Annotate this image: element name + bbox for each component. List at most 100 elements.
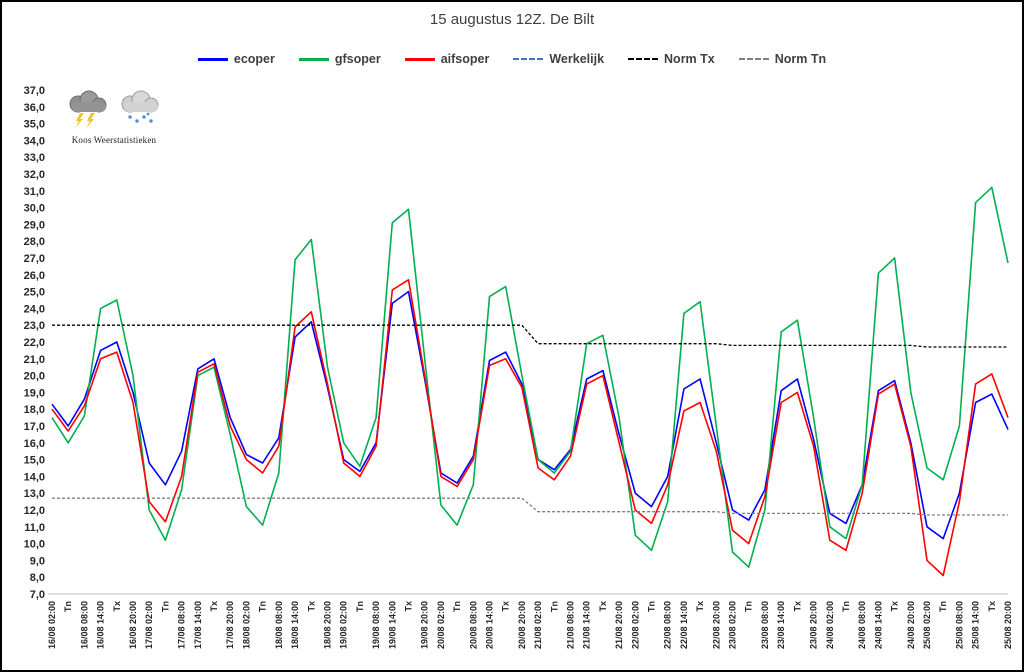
- x-axis-label: 16/08 08:00: [79, 601, 89, 649]
- legend-label: Werkelijk: [549, 52, 605, 66]
- legend-label: gfsoper: [334, 52, 381, 66]
- chart-title: 15 augustus 12Z. De Bilt: [429, 11, 595, 28]
- y-axis-tick: 14,0: [24, 471, 45, 483]
- x-axis-label: 17/08 14:00: [193, 601, 203, 649]
- legend-line-sample: [298, 57, 329, 61]
- x-axis-label: 21/08 14:00: [582, 601, 592, 649]
- x-axis-label: Tn: [647, 601, 657, 612]
- y-axis-tick: 19,0: [24, 387, 45, 399]
- legend-item-werkelijk: Werkelijk: [513, 52, 604, 66]
- x-axis-label: 16/08 20:00: [128, 601, 138, 649]
- y-axis-tick: 16,0: [24, 438, 45, 450]
- x-axis-label: 20/08 20:00: [517, 601, 527, 649]
- x-axis-label: 20/08 02:00: [436, 601, 446, 649]
- y-axis-tick: 21,0: [24, 354, 45, 366]
- y-axis-tick: 32,0: [24, 169, 45, 181]
- y-axis-tick: 33,0: [24, 152, 45, 164]
- x-axis-label: Tn: [841, 601, 851, 612]
- chart-legend: ecoper gfsoper aifsoper Werkelijk Norm Tx Nor…: [2, 52, 1022, 66]
- y-axis-tick: 22,0: [24, 337, 45, 349]
- y-axis-tick: 11,0: [24, 522, 45, 534]
- x-axis-label: Tn: [160, 601, 170, 612]
- y-axis-tick: 29,0: [24, 219, 45, 231]
- y-axis-tick: 30,0: [24, 203, 45, 215]
- x-axis-label: 25/08 08:00: [954, 601, 964, 649]
- series-norm-tx: [52, 324, 1008, 348]
- x-axis-label: 24/08 14:00: [873, 601, 883, 649]
- legend-line-sample: [738, 58, 769, 60]
- legend-line-sample: [404, 57, 435, 61]
- x-axis-label: Tn: [258, 601, 268, 612]
- legend-item-aifsoper: aifsoper: [404, 52, 490, 66]
- x-axis-label: 17/08 08:00: [177, 601, 187, 649]
- logo: Koos Weerstatistieken: [58, 90, 170, 145]
- x-axis-label: Tn: [452, 601, 462, 612]
- x-axis-label: 23/08 08:00: [760, 601, 770, 649]
- legend-line-sample: [628, 58, 659, 60]
- x-axis-label: 24/08 02:00: [825, 601, 835, 649]
- x-axis-label: Tx: [112, 601, 122, 612]
- y-axis-tick: 31,0: [24, 186, 45, 198]
- x-axis-label: Tx: [306, 601, 316, 612]
- y-axis-tick: 25,0: [24, 287, 45, 299]
- series-gfsoper: [51, 186, 1009, 568]
- x-axis-label: 17/08 02:00: [144, 601, 154, 649]
- x-axis-label: 18/08 02:00: [241, 601, 251, 649]
- legend-label: ecoper: [233, 52, 275, 66]
- x-axis-label: 25/08 02:00: [922, 601, 932, 649]
- series-norm-tn: [52, 497, 1008, 516]
- y-axis-tick: 8,0: [30, 572, 45, 584]
- y-axis-tick: 7,0: [30, 589, 45, 601]
- y-axis-tick: 9,0: [30, 555, 45, 567]
- legend-line-sample: [197, 57, 228, 61]
- x-axis-label: Tx: [890, 601, 900, 612]
- x-axis-label: 16/08 02:00: [47, 601, 57, 649]
- x-axis-label: 18/08 20:00: [323, 601, 333, 649]
- legend-item-norm-tn: Norm Tn: [738, 52, 827, 66]
- x-axis-label: 23/08 02:00: [728, 601, 738, 649]
- x-axis-label: 24/08 20:00: [906, 601, 916, 649]
- x-axis-label: Tx: [792, 601, 802, 612]
- x-axis-label: 22/08 08:00: [663, 601, 673, 649]
- x-axis-label: 20/08 08:00: [468, 601, 478, 649]
- y-axis-tick: 28,0: [24, 236, 45, 248]
- x-axis-label: 25/08 20:00: [1003, 601, 1013, 649]
- x-axis-label: Tx: [987, 601, 997, 612]
- x-axis-label: Tx: [598, 601, 608, 612]
- y-axis-tick: 20,0: [24, 371, 45, 383]
- x-axis-label: 16/08 14:00: [96, 601, 106, 649]
- y-axis-tick: 13,0: [24, 488, 45, 500]
- x-axis-label: Tx: [695, 601, 705, 612]
- x-axis-label: Tx: [209, 601, 219, 612]
- x-axis-label: Tn: [355, 601, 365, 612]
- snow-cloud-icon: [121, 90, 159, 123]
- y-axis-tick: 24,0: [24, 303, 45, 315]
- y-axis-tick: 35,0: [24, 119, 45, 131]
- series-aifsoper: [51, 279, 1009, 577]
- x-axis-label: Tn: [549, 601, 559, 612]
- x-axis-label: 23/08 14:00: [776, 601, 786, 649]
- y-axis-tick: 10,0: [24, 539, 45, 551]
- y-axis-tick: 34,0: [24, 135, 45, 147]
- logo-clouds: [69, 90, 159, 128]
- y-axis-tick: 17,0: [24, 421, 45, 433]
- logo-text: Koos Weerstatistieken: [71, 135, 157, 145]
- y-axis-tick: 26,0: [24, 270, 45, 282]
- legend-label: Norm Tn: [774, 52, 827, 66]
- x-axis-label: 21/08 08:00: [566, 601, 576, 649]
- x-axis-label: 25/08 14:00: [971, 601, 981, 649]
- legend-label: aifsoper: [440, 52, 490, 66]
- y-axis-tick: 36,0: [24, 102, 45, 114]
- x-axis-label: 22/08 20:00: [711, 601, 721, 649]
- x-axis-label: 22/08 14:00: [679, 601, 689, 649]
- x-axis-label: Tx: [404, 601, 414, 612]
- x-axis-label: 19/08 20:00: [420, 601, 430, 649]
- x-axis-label: 20/08 14:00: [485, 601, 495, 649]
- x-axis-label: Tn: [744, 601, 754, 612]
- x-axis-label: 23/08 20:00: [809, 601, 819, 649]
- x-axis-label: 18/08 14:00: [290, 601, 300, 649]
- x-axis-label: 19/08 14:00: [387, 601, 397, 649]
- legend-line-sample: [513, 58, 544, 60]
